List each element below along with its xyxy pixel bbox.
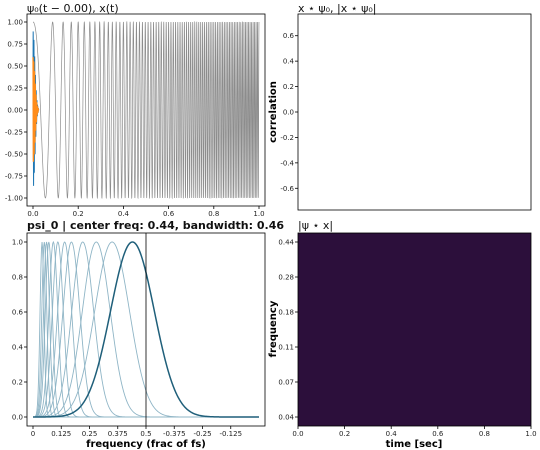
signal-ytick: 0.75 — [7, 41, 23, 49]
scalogram-x-ticks: 0.0 0.2 0.4 0.6 0.8 1.0 — [292, 426, 537, 438]
filterbank-xtick: 0 — [31, 430, 35, 438]
scalogram-ylabel: frequency — [268, 300, 279, 357]
signal-plot-area — [32, 20, 260, 200]
chirp-signal-line — [32, 20, 260, 200]
scalogram-xtick: 1.0 — [525, 430, 536, 438]
scalogram-xtick: 0.2 — [339, 430, 350, 438]
scalogram-xtick: 0.0 — [292, 430, 303, 438]
wavelet-real-line — [32, 57, 40, 162]
panel-correlation-title: x ⋆ ψ₀, |x ⋆ ψ₀| — [298, 2, 377, 15]
filterbank-ytick: 0.8 — [12, 274, 23, 282]
scalogram-xtick: 0.6 — [432, 430, 444, 438]
signal-ytick: 0.00 — [7, 107, 23, 115]
scalogram-ytick: 0.28 — [278, 274, 294, 282]
signal-xtick: 0.4 — [118, 210, 130, 218]
signal-ytick: -0.50 — [5, 151, 23, 159]
filterbank-xtick: -0.25 — [193, 430, 211, 438]
filterbank-ytick: 1.0 — [12, 239, 23, 247]
correlation-ytick: -0.6 — [280, 185, 294, 193]
filterbank-xtick: 0.125 — [51, 430, 71, 438]
correlation-ytick: 0.4 — [283, 58, 295, 66]
filterbank-ytick: 0.6 — [12, 309, 24, 317]
panel-signal-title: ψ₀(t − 0.00), x(t) — [27, 2, 119, 15]
correlation-ytick: 0.0 — [283, 109, 294, 117]
panel-filterbank-title: psi_0 | center freq: 0.44, bandwidth: 0.… — [27, 219, 284, 232]
panel-scalogram: |ψ ⋆ x| frequency time [sec] 0.0 0.2 0.4 0.… — [268, 219, 537, 450]
scalogram-xtick: 0.8 — [479, 430, 490, 438]
scalogram-xtick: 0.4 — [386, 430, 398, 438]
filterbank-ytick: 0.2 — [12, 379, 23, 387]
filterbank-xtick: 0.25 — [82, 430, 98, 438]
signal-xtick: 0.6 — [163, 210, 175, 218]
scalogram-xlabel: time [sec] — [386, 439, 443, 450]
scalogram-heatmap — [297, 232, 532, 427]
scalogram-y-ticks: 0.44 0.28 0.18 0.11 0.07 0.04 — [278, 239, 298, 422]
panel-correlation-frame — [297, 13, 532, 211]
filterbank-ytick: 0.4 — [12, 344, 24, 352]
correlation-ylabel: correlation — [268, 81, 279, 143]
scalogram-ytick: 0.44 — [278, 239, 294, 247]
signal-xtick: 0.0 — [27, 210, 38, 218]
scalogram-ytick: 0.07 — [278, 379, 294, 387]
signal-x-ticks: 0.0 0.2 0.4 0.6 0.8 1.0 — [27, 206, 265, 218]
filterbank-xtick: 0.375 — [108, 430, 128, 438]
filterbank-xlabel: frequency (frac of fs) — [86, 439, 206, 450]
signal-y-ticks: 1.00 0.75 0.50 0.25 0.00 -0.25 -0.50 -0.75 -1.00 — [5, 19, 27, 203]
correlation-y-ticks: 0.6 0.4 0.2 0.0 -0.2 -0.4 -0.6 — [280, 32, 298, 193]
panel-filterbank: psi_0 | center freq: 0.44, bandwidth: 0.… — [12, 219, 284, 450]
signal-ytick: -0.25 — [5, 129, 23, 137]
signal-ytick: 0.50 — [7, 63, 23, 71]
filterbank-plot-area — [32, 233, 259, 426]
panel-scalogram-title: |ψ ⋆ x| — [298, 219, 333, 232]
signal-xtick: 0.8 — [208, 210, 219, 218]
filterbank-ytick: 0.0 — [12, 414, 23, 422]
filterbank-xtick: 0.5 — [140, 430, 151, 438]
correlation-ytick: 0.6 — [283, 32, 295, 40]
filterbank-xtick: -0.375 — [163, 430, 186, 438]
scalogram-ytick: 0.18 — [278, 309, 294, 317]
signal-xtick: 0.2 — [73, 210, 84, 218]
correlation-ytick: -0.2 — [280, 134, 294, 142]
signal-xtick: 1.0 — [253, 210, 264, 218]
filterbank-xtick: -0.125 — [219, 430, 242, 438]
panel-signal: ψ₀(t − 0.00), x(t) 0.0 0.2 0.4 0.6 0.8 1.0 1.… — [5, 2, 266, 218]
correlation-ytick: 0.2 — [283, 83, 294, 91]
correlation-ytick: -0.4 — [280, 159, 294, 167]
panel-correlation: x ⋆ ψ₀, |x ⋆ ψ₀| correlation 0.60.40.20.… — [268, 2, 532, 211]
signal-ytick: 0.25 — [7, 85, 23, 93]
scalogram-ytick: 0.04 — [278, 414, 294, 422]
scalogram-ytick: 0.11 — [278, 344, 294, 352]
signal-ytick: -1.00 — [5, 195, 23, 203]
signal-ytick: 1.00 — [7, 19, 23, 27]
filterbank-x-ticks: 0 0.125 0.25 0.375 0.5 -0.375 -0.25 -0.125 — [31, 426, 242, 438]
signal-ytick: -0.75 — [5, 173, 23, 181]
filterbank-y-ticks: 1.0 0.8 0.6 0.4 0.2 0.0 — [12, 239, 27, 422]
